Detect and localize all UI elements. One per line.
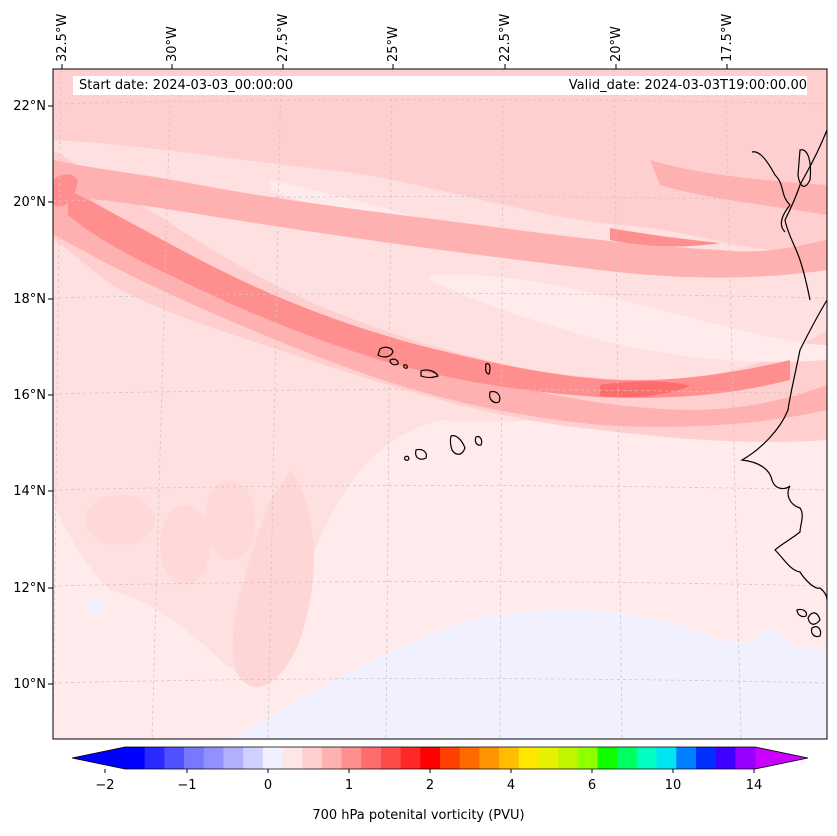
longitude-label: 25°W bbox=[386, 26, 401, 62]
plume-region bbox=[232, 470, 314, 687]
colorbar: −2 −1 0 1 2 4 6 10 14 bbox=[71, 746, 809, 793]
longitude-label: 30°W bbox=[165, 26, 180, 62]
colorbar-swatch bbox=[203, 747, 224, 769]
longitude-label: 22.5°W bbox=[498, 14, 513, 62]
latitude-label: 22°N bbox=[13, 99, 46, 114]
colorbar-swatch bbox=[636, 747, 658, 769]
valid-date-label: Valid_date: 2024-03-03T19:00:00.00 bbox=[543, 76, 807, 95]
band-core bbox=[68, 190, 790, 398]
latitude-label: 20°N bbox=[13, 195, 46, 210]
colorbar-tick-label: 10 bbox=[665, 778, 682, 793]
colorbar-under-arrow bbox=[72, 747, 125, 769]
colorbar-swatch bbox=[459, 747, 480, 769]
colorbar-swatch bbox=[420, 747, 441, 769]
latitude-label: 14°N bbox=[13, 484, 46, 499]
colorbar-tick-label: 2 bbox=[426, 778, 434, 793]
colorbar-outline bbox=[71, 746, 809, 770]
colorbar-swatch bbox=[676, 747, 697, 769]
latitude-label: 18°N bbox=[13, 292, 46, 307]
colorbar-swatch bbox=[282, 747, 303, 769]
colorbar-swatch bbox=[715, 747, 736, 769]
colorbar-label: 700 hPa potenital vorticity (PVU) bbox=[312, 808, 525, 823]
northern-band bbox=[53, 69, 827, 253]
colorbar-swatch bbox=[577, 747, 598, 769]
coastline bbox=[377, 129, 827, 638]
longitude-label: 27.5°W bbox=[276, 14, 291, 62]
latitude-label: 10°N bbox=[13, 677, 46, 692]
potential-vorticity-field bbox=[53, 69, 827, 739]
colorbar-tick-label: −1 bbox=[177, 778, 196, 793]
colorbar-swatch bbox=[341, 747, 362, 769]
longitude-label: 17.5°W bbox=[720, 14, 735, 62]
colorbar-swatch bbox=[440, 747, 461, 769]
latitude-label: 12°N bbox=[13, 581, 46, 596]
graticule bbox=[53, 69, 827, 739]
colorbar-swatch bbox=[518, 747, 539, 769]
colorbar-swatch bbox=[125, 747, 146, 769]
negative-pv-patch bbox=[748, 630, 792, 690]
colorbar-swatch bbox=[184, 747, 205, 769]
colorbar-swatch bbox=[321, 747, 343, 769]
band-medium bbox=[53, 160, 827, 278]
start-date-label: Start date: 2024-03-03_00:00:00 bbox=[73, 76, 549, 95]
latitude-label: 16°N bbox=[13, 388, 46, 403]
band-max bbox=[600, 381, 690, 398]
colorbar-swatch bbox=[144, 747, 165, 769]
longitude-labels: 32.5°W 30°W 27.5°W 25°W 22.5°W 20°W 17.5°W bbox=[55, 14, 735, 69]
longitude-label: 32.5°W bbox=[55, 14, 70, 62]
negative-pv-region bbox=[230, 609, 827, 739]
colorbar-swatch bbox=[243, 747, 264, 769]
colorbar-swatch bbox=[558, 747, 579, 769]
colorbar-swatch bbox=[302, 747, 323, 769]
colorbar-swatch bbox=[262, 747, 283, 769]
colorbar-over-arrow bbox=[755, 747, 808, 769]
colorbar-swatch bbox=[361, 747, 382, 769]
colorbar-swatch bbox=[499, 747, 520, 769]
colorbar-tick-label: 1 bbox=[345, 778, 353, 793]
band-medium bbox=[53, 175, 827, 427]
colorbar-swatch bbox=[695, 747, 717, 769]
latitude-labels: 22°N 20°N 18°N 16°N 14°N 12°N 10°N bbox=[13, 99, 53, 692]
colorbar-swatch bbox=[164, 747, 185, 769]
colorbar-swatch bbox=[400, 747, 421, 769]
colorbar-tick-label: 6 bbox=[588, 778, 596, 793]
negative-pv-patch bbox=[85, 597, 105, 613]
colorbar-swatch bbox=[380, 747, 402, 769]
colorbar-swatch bbox=[597, 747, 618, 769]
colorbar-tick-label: 14 bbox=[746, 778, 763, 793]
map-frame bbox=[52, 68, 828, 740]
colorbar-tick-label: 4 bbox=[507, 778, 515, 793]
colorbar-swatch bbox=[656, 747, 677, 769]
longitude-label: 20°W bbox=[609, 26, 624, 62]
colorbar-swatch bbox=[617, 747, 638, 769]
colorbar-swatch bbox=[223, 747, 244, 769]
colorbar-tick-label: 0 bbox=[264, 778, 272, 793]
colorbar-swatch bbox=[479, 747, 500, 769]
colorbar-tick-label: −2 bbox=[95, 778, 114, 793]
colorbar-swatch bbox=[735, 747, 756, 769]
colorbar-swatch bbox=[538, 747, 559, 769]
